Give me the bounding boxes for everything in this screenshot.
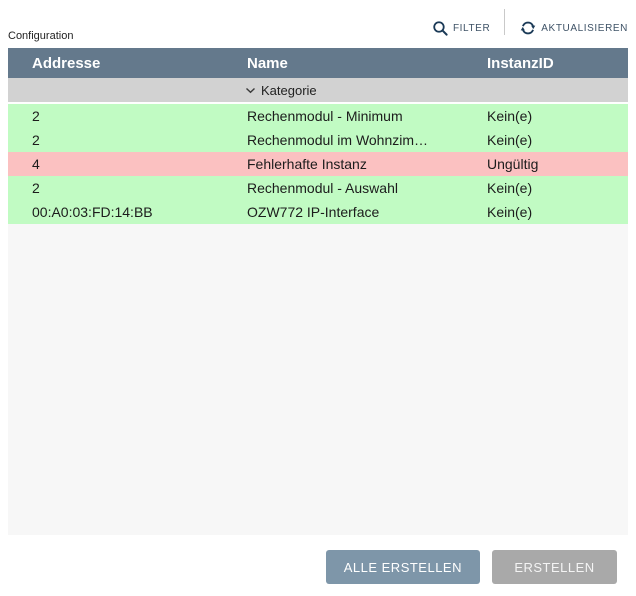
cell-addresse: 4 (32, 156, 40, 172)
refresh-label: AKTUALISIEREN (541, 23, 628, 34)
table-row[interactable]: 2 Rechenmodul - Auswahl Kein(e) (8, 176, 628, 200)
table-body: 2 Rechenmodul - Minimum Kein(e) 2 Rechen… (8, 104, 628, 224)
page-title: Configuration (8, 30, 74, 42)
table-row[interactable]: 2 Rechenmodul im Wohnzim… Kein(e) (8, 128, 628, 152)
cell-name: Rechenmodul - Auswahl (247, 180, 398, 196)
category-group-row[interactable]: Kategorie (8, 78, 628, 104)
toolbar-divider (504, 9, 506, 35)
refresh-button[interactable]: AKTUALISIEREN (519, 17, 628, 35)
column-header-addresse: Addresse (32, 54, 101, 72)
cell-instanzid: Kein(e) (487, 180, 533, 196)
cell-name: Fehlerhafte Instanz (247, 156, 367, 172)
cell-instanzid: Kein(e) (487, 204, 533, 220)
cell-instanzid: Ungültig (487, 156, 539, 172)
table-row[interactable]: 00:A0:03:FD:14:BB OZW772 IP-Interface Ke… (8, 200, 628, 224)
cell-addresse: 2 (32, 180, 40, 196)
toolbar: FILTER AKTUALISIEREN (432, 9, 628, 37)
chevron-down-icon[interactable] (245, 87, 256, 94)
table-row[interactable]: 4 Fehlerhafte Instanz Ungültig (8, 152, 628, 176)
cell-addresse: 00:A0:03:FD:14:BB (32, 204, 153, 220)
cell-name: Rechenmodul - Minimum (247, 108, 403, 124)
cell-addresse: 2 (32, 132, 40, 148)
search-icon (432, 20, 449, 37)
category-label: Kategorie (261, 82, 317, 98)
cell-name: Rechenmodul im Wohnzim… (247, 132, 429, 148)
column-header-name: Name (247, 54, 288, 72)
configuration-table: Addresse Name InstanzID Kategorie 2 Rech… (8, 48, 628, 535)
create-all-button[interactable]: ALLE ERSTELLEN (325, 550, 480, 584)
column-header-instanzid: InstanzID (487, 54, 554, 72)
cell-name: OZW772 IP-Interface (247, 204, 380, 220)
table-row[interactable]: 2 Rechenmodul - Minimum Kein(e) (8, 104, 628, 128)
cell-addresse: 2 (32, 108, 40, 124)
table-header-row: Addresse Name InstanzID (8, 48, 628, 78)
cell-instanzid: Kein(e) (487, 132, 533, 148)
refresh-icon (519, 19, 537, 37)
create-button[interactable]: ERSTELLEN (492, 550, 617, 584)
footer-actions: ALLE ERSTELLEN ERSTELLEN (325, 550, 617, 584)
filter-label: FILTER (452, 23, 491, 34)
cell-instanzid: Kein(e) (487, 108, 533, 124)
filter-button[interactable]: FILTER (432, 18, 491, 37)
